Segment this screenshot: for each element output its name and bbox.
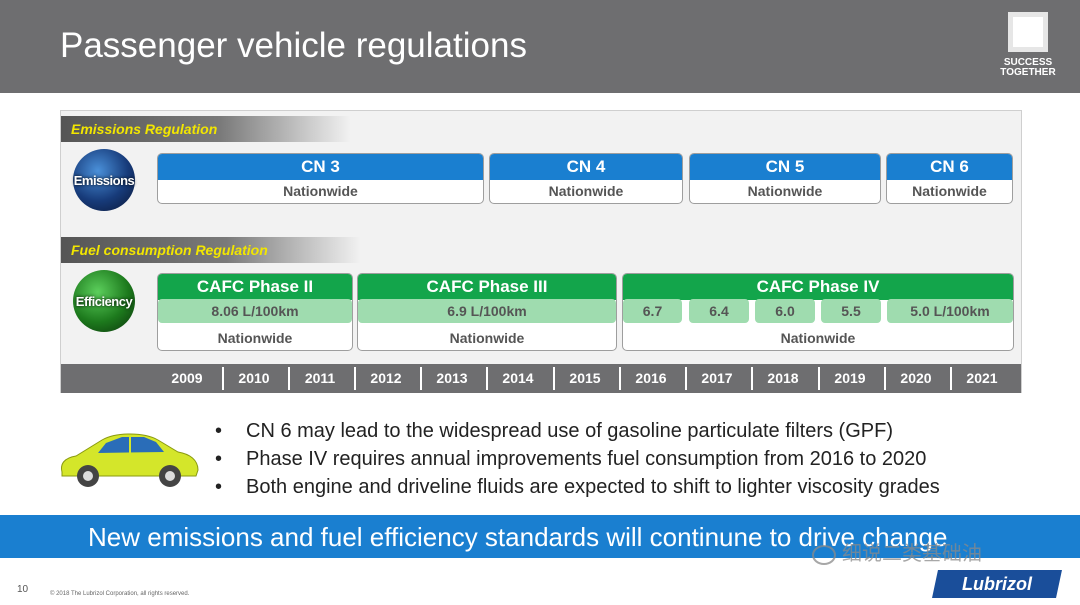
year-axis: 2009 2010 2011 2012 2013 2014 2015 2016 … xyxy=(61,364,1021,393)
cn6-box: CN 6 Nationwide xyxy=(886,153,1013,204)
year-divider xyxy=(751,367,753,390)
emissions-globe-icon: Emissions xyxy=(73,149,135,211)
year-divider xyxy=(950,367,952,390)
car-icon xyxy=(61,433,199,487)
cn4-box: CN 4 Nationwide xyxy=(489,153,683,204)
header-bar: Passenger vehicle regulations SUCCESS TO… xyxy=(0,0,1080,93)
cafc-phase-2-scope: Nationwide xyxy=(217,330,293,346)
year-divider xyxy=(354,367,356,390)
conclusion-banner: New emissions and fuel efficiency standa… xyxy=(0,515,1080,558)
banner-text: New emissions and fuel efficiency standa… xyxy=(88,522,948,552)
year-label: 2012 xyxy=(370,370,402,386)
emissions-regulation-label: Emissions Regulation xyxy=(61,116,351,142)
cafc-phase-3-name: CAFC Phase III xyxy=(358,274,616,300)
cn5-box: CN 5 Nationwide xyxy=(689,153,881,204)
year-label: 2011 xyxy=(304,370,336,386)
year-label: 2021 xyxy=(966,370,998,386)
year-divider xyxy=(884,367,886,390)
cn3-box: CN 3 Nationwide xyxy=(157,153,484,204)
regulation-timeline-panel: Emissions Regulation Emissions CN 3 Nati… xyxy=(60,110,1022,393)
cafc-phase-4-scope: Nationwide xyxy=(780,330,856,346)
year-label: 2016 xyxy=(635,370,667,386)
year-label: 2013 xyxy=(436,370,468,386)
page-number: 10 xyxy=(17,584,29,595)
year-label: 2010 xyxy=(238,370,270,386)
watermark-text: 细说二类基础油 xyxy=(842,543,982,565)
year-label: 2009 xyxy=(171,370,203,386)
cafc-phase-4-value-2018: 6.0 xyxy=(755,299,815,323)
copyright: © 2018 The Lubrizol Corporation, all rig… xyxy=(50,591,190,597)
wechat-icon xyxy=(812,544,836,565)
year-divider xyxy=(685,367,687,390)
year-divider xyxy=(619,367,621,390)
year-divider xyxy=(420,367,422,390)
bullet-item: Phase IV requires annual improvements fu… xyxy=(215,445,1015,473)
cn5-scope: Nationwide xyxy=(747,183,823,199)
cafc-phase-4-value-2016: 6.7 xyxy=(623,299,682,323)
year-label: 2018 xyxy=(767,370,799,386)
year-divider xyxy=(288,367,290,390)
logo-square-icon xyxy=(1008,12,1048,52)
cafc-phase-4-value-2020: 5.0 L/100km xyxy=(887,299,1013,323)
page-title: Passenger vehicle regulations xyxy=(60,26,527,65)
cafc-phase-3-value: 6.9 L/100km xyxy=(358,299,616,323)
cn3-scope: Nationwide xyxy=(283,183,358,199)
cafc-phase-2-name: CAFC Phase II xyxy=(158,274,352,300)
fuel-regulation-label: Fuel consumption Regulation xyxy=(61,237,361,263)
year-divider xyxy=(222,367,224,390)
cn6-name: CN 6 xyxy=(887,154,1012,180)
cafc-phase-4-box: CAFC Phase IV Nationwide xyxy=(622,273,1014,351)
year-divider xyxy=(553,367,555,390)
lubrizol-logo: Lubrizol xyxy=(932,570,1062,598)
emissions-icon-label: Emissions xyxy=(73,172,135,188)
brand-text: Lubrizol xyxy=(962,574,1032,594)
year-label: 2014 xyxy=(502,370,534,386)
cafc-phase-4-name: CAFC Phase IV xyxy=(623,274,1013,300)
year-label: 2020 xyxy=(900,370,932,386)
cn4-scope: Nationwide xyxy=(548,183,624,199)
efficiency-globe-icon: Efficiency xyxy=(73,270,135,332)
year-divider xyxy=(818,367,820,390)
logo-text: SUCCESS TOGETHER xyxy=(1000,57,1056,78)
year-label: 2019 xyxy=(834,370,866,386)
cafc-phase-4-value-2019: 5.5 xyxy=(821,299,881,323)
cn3-name: CN 3 xyxy=(158,154,483,180)
key-points-list: CN 6 may lead to the widespread use of g… xyxy=(215,417,1015,501)
cafc-phase-2-value: 8.06 L/100km xyxy=(158,299,352,323)
bullet-item: CN 6 may lead to the widespread use of g… xyxy=(215,417,1015,445)
cafc-phase-4-value-2017: 6.4 xyxy=(689,299,749,323)
cafc-phase-3-scope: Nationwide xyxy=(449,330,525,346)
cn4-name: CN 4 xyxy=(490,154,682,180)
efficiency-icon-label: Efficiency xyxy=(75,293,133,309)
cn5-name: CN 5 xyxy=(690,154,880,180)
year-divider xyxy=(486,367,488,390)
bullet-item: Both engine and driveline fluids are exp… xyxy=(215,473,1015,501)
cn6-scope: Nationwide xyxy=(912,183,987,199)
year-label: 2015 xyxy=(569,370,601,386)
watermark: 细说二类基础油 xyxy=(812,537,982,566)
year-label: 2017 xyxy=(701,370,733,386)
